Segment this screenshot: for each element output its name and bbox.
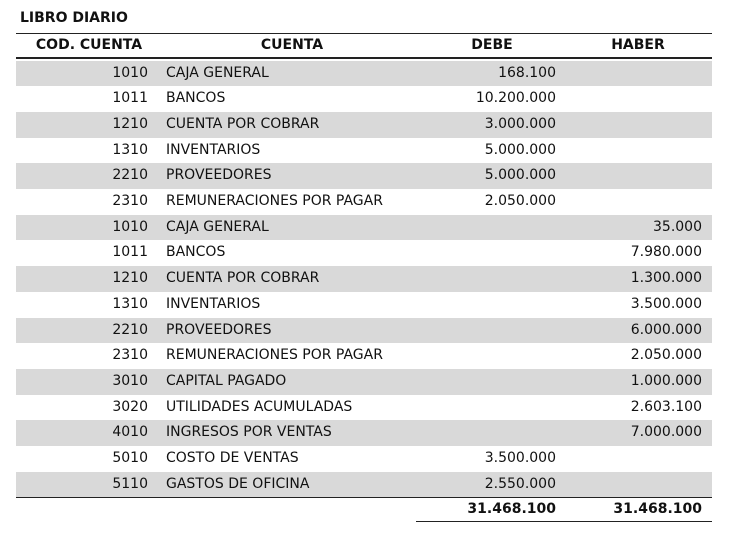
table-cell: 10.200.000 [475,90,556,107]
table-cell: 5.000.000 [484,141,556,158]
table-cell: 2.050.000 [484,193,556,209]
table-cell: 2310 [112,347,148,364]
table-cell: 3.500.000 [630,295,702,312]
table-cell: PROVEEDORES [166,321,272,338]
table-cell: 2210 [112,167,148,184]
table-row: 1210 CUENTA POR COBRAR 3.000.000 [16,111,712,138]
table-cell: 1.300.000 [630,270,702,287]
table-cell: CUENTA POR COBRAR [166,270,320,287]
table-cell: INGRESOS POR VENTAS [166,424,332,441]
table-cell: 35.000 [653,218,702,235]
rule [16,57,712,59]
column-header: HABER [611,37,665,53]
table-cell: GASTOS DE OFICINA [166,475,310,492]
table-cell: CAJA GENERAL [166,64,269,81]
table-cell: 5.000.000 [484,167,556,184]
table-cell: 5110 [112,475,148,492]
table-cell: 3020 [112,398,148,415]
table-cell: BANCOS [166,90,226,107]
table-cell: 1210 [112,115,148,132]
table-cell: REMUNERACIONES POR PAGAR [166,347,383,364]
table-cell: 4010 [112,424,148,441]
table-cell: 2.050.000 [630,347,702,364]
table-cell: CUENTA POR COBRAR [166,115,320,132]
rule [416,521,712,523]
table-cell: BANCOS [166,244,226,261]
table-cell: CAPITAL PAGADO [166,372,287,389]
table-cell: 7.000.000 [630,424,702,441]
table-cell: 7.980.000 [630,244,702,261]
table-cell: 2.603.100 [630,398,702,415]
table-cell: 1310 [112,141,148,158]
rule [16,33,712,34]
table-cell: 6.000.000 [630,321,702,338]
column-header: DEBE [471,37,513,53]
table-cell: COSTO DE VENTAS [166,450,299,466]
table-cell: UTILIDADES ACUMULADAS [166,398,353,415]
column-header: CUENTA [260,37,324,53]
table-cell: 1.000.000 [630,372,702,389]
table-row: 5010 COSTO DE VENTAS 3.500.000 [16,446,712,472]
total-debe: 31.468.100 [467,501,556,518]
table-row: 3010 CAPITAL PAGADO 1.000.000 [16,368,712,395]
table-row: 2310 REMUNERACIONES POR PAGAR 2.050.000 [16,189,712,215]
table-row: 1010 CAJA GENERAL 168.100 [16,60,712,87]
table-row: 4010 INGRESOS POR VENTAS 7.000.000 [16,420,712,446]
table-cell: 1310 [112,295,148,312]
table-row: 1010 CAJA GENERAL 35.000 [16,214,712,241]
table-row: 5110 GASTOS DE OFICINA 2.550.000 [16,471,712,498]
table-cell: 168.100 [498,64,556,81]
table-row: 1011 BANCOS 10.200.000 [16,86,712,112]
rule [16,497,712,499]
title: LIBRO DIARIO [20,10,128,26]
table-cell: 2310 [112,193,148,209]
table-cell: 5010 [112,450,148,466]
table-cell: 2.550.000 [484,475,556,492]
table-cell: INVENTARIOS [166,295,261,312]
table-row: 1210 CUENTA POR COBRAR 1.300.000 [16,266,712,292]
total-haber: 31.468.100 [613,501,702,518]
table-cell: 3010 [112,372,148,389]
table-cell: CAJA GENERAL [166,218,269,235]
table-cell: 1011 [112,244,148,261]
table-row: 2210 PROVEEDORES 6.000.000 [16,317,712,344]
table-cell: 1010 [112,64,148,81]
table-cell: REMUNERACIONES POR PAGAR [166,193,383,209]
table-cell: 2210 [112,321,148,338]
table-row: 1011 BANCOS 7.980.000 [16,240,712,266]
table-cell: PROVEEDORES [166,167,272,184]
table-cell: 1210 [112,270,148,287]
table-cell: 3.500.000 [484,450,556,466]
table-cell: INVENTARIOS [166,141,261,158]
table-row: 2310 REMUNERACIONES POR PAGAR 2.050.000 [16,343,712,369]
table-cell: 3.000.000 [484,115,556,132]
table-cell: 1010 [112,218,148,235]
table-row: 1310 INVENTARIOS 3.500.000 [16,292,712,318]
table-row: 2210 PROVEEDORES 5.000.000 [16,163,712,189]
table-row: 3020 UTILIDADES ACUMULADAS 2.603.100 [16,395,712,421]
table-cell: 1011 [112,90,148,107]
table-row: 1310 INVENTARIOS 5.000.000 [16,138,712,164]
column-header: COD. CUENTA [35,37,143,53]
